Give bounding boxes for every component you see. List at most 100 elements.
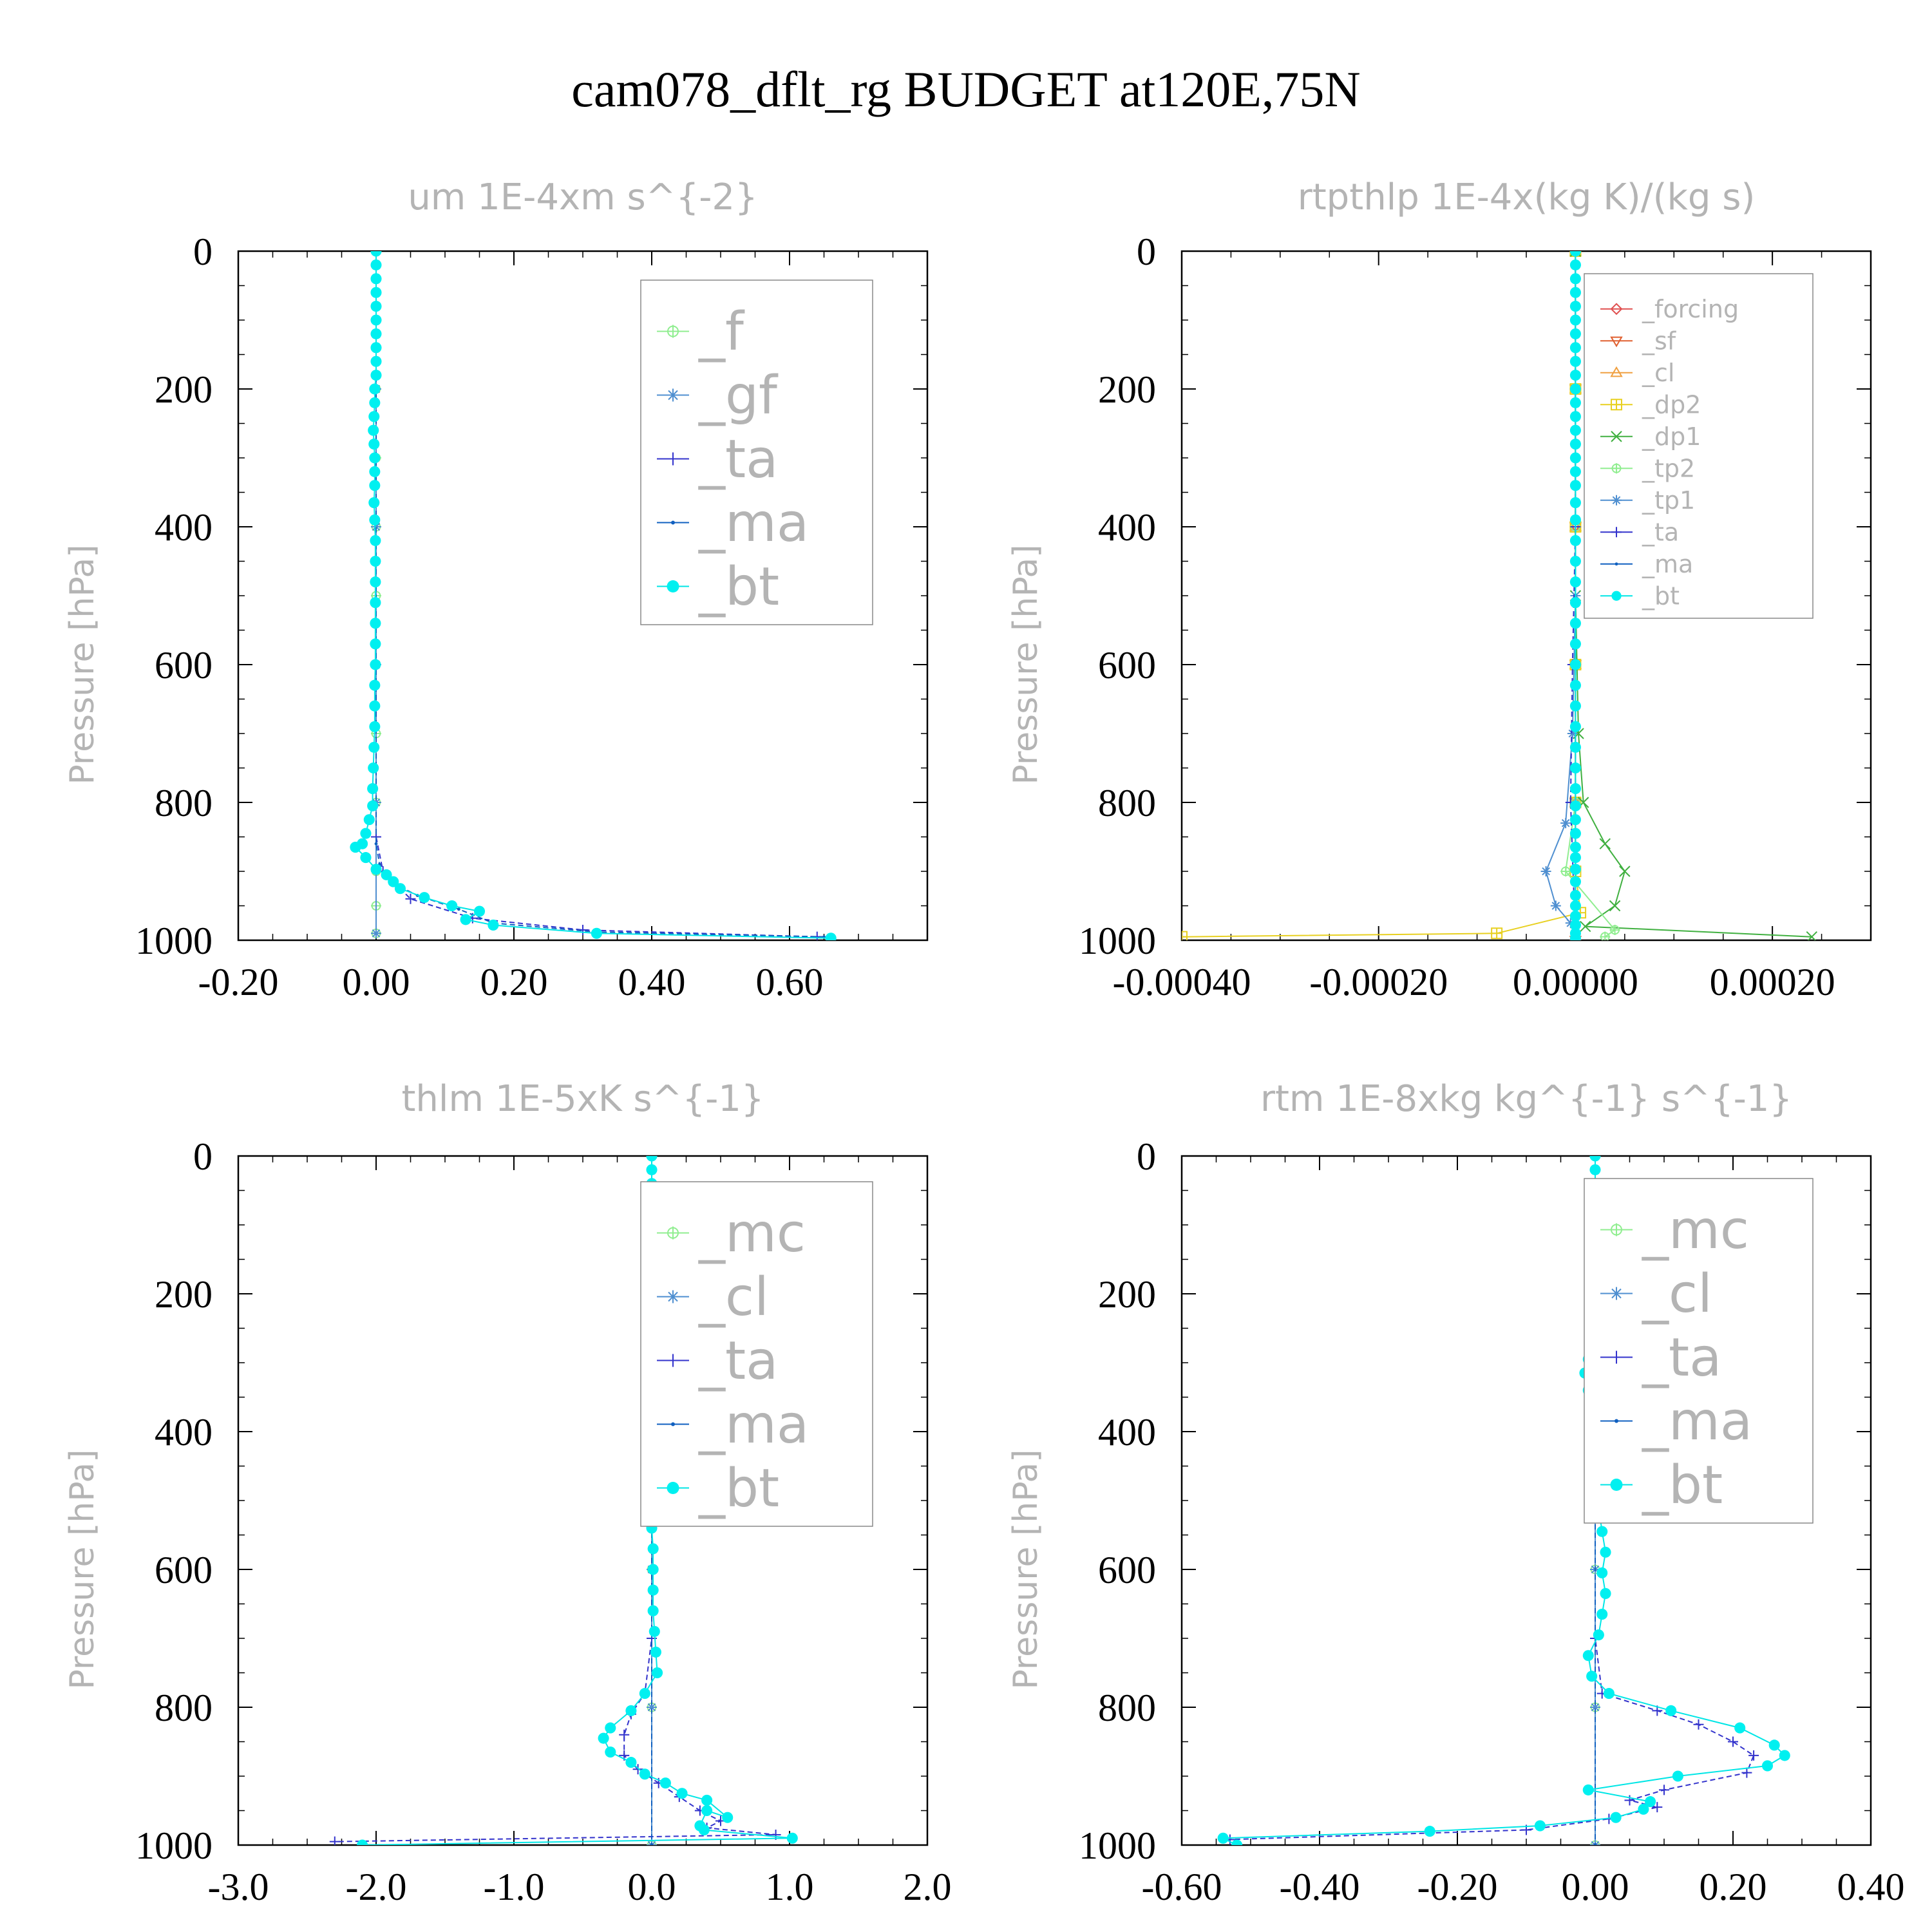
legend-marker-tp2 [1611,463,1622,474]
series-tp2-point [1560,866,1571,876]
series-tp1-point [1550,900,1561,911]
series-bt-point [1596,1526,1608,1537]
legend-box [640,1181,873,1527]
series-bt-point [1586,1671,1598,1682]
legend-marker-cl [667,1290,679,1303]
series-bt-point [370,342,382,354]
series-ta-point [1728,1736,1738,1747]
series-bt-point [1779,1750,1790,1761]
legend-marker-ta [667,452,679,466]
series-bt-point [370,355,382,367]
series-bt-point [1569,721,1581,732]
series-bt-point [369,700,381,712]
series-bt-point [1424,1826,1435,1837]
legend: _mc_cl_ta_ma_bt [1584,1178,1814,1524]
legend-marker-dp2 [1611,399,1622,411]
legend-marker-f [667,325,679,338]
legend-marker-mc [1610,1223,1623,1236]
y-tick-label: 0 [1137,231,1156,273]
legend-label-bt: _bt [1642,582,1680,611]
series-bt-point [1569,439,1581,450]
series-ta-point [405,893,416,904]
panel-title: rtm 1E-8xkg kg^{-1} s^{-1} [1260,1078,1792,1120]
series-bt-markers [350,251,837,940]
x-tick-label: 2.0 [904,1866,952,1908]
x-tick-label: 0.00 [343,961,410,1003]
series-bt-point [360,852,372,864]
series-cl-point [1590,1702,1600,1712]
legend-label-bt: _bt [698,556,779,618]
y-tick-label: 1000 [1079,920,1156,962]
series-bt-point [605,1747,616,1758]
series-bt-point [369,383,381,395]
series-dp2-point [1491,927,1503,940]
series-bt-point [1231,1839,1243,1845]
legend-marker-ta [667,1354,679,1367]
series-ma-point [374,842,378,846]
series-bt-point [1569,659,1581,670]
series-bt-point [1569,273,1581,285]
series-bt-point [1600,1587,1611,1599]
panel-title: rtpthlp 1E-4x(kg K)/(kg s) [1298,176,1756,218]
y-tick-label: 800 [155,1687,213,1729]
series-bt-point [1569,370,1581,381]
series-bt-point [1569,452,1581,464]
legend-label-mc: _mc [698,1203,806,1264]
series-bt-point [473,905,486,917]
x-tick-label: 0.20 [480,961,548,1003]
x-tick-label: 0.20 [1700,1866,1767,1908]
series-bt-point [381,869,392,880]
series-bt-point [1672,1770,1683,1782]
series-bt-point [370,659,381,670]
series-bt-point [369,721,381,732]
x-tick-label: -0.20 [198,961,279,1003]
legend-label-sf: _sf [1642,327,1677,355]
series-bt-point [369,679,381,691]
legend-label-tp1: _tp1 [1642,486,1695,515]
x-tick-label: -0.60 [1142,1866,1222,1908]
series-tp1-point [1567,728,1578,739]
legend-label-ta: _ta [1642,1327,1721,1388]
legend: _forcing _sf _cl _dp2 _dp1 _tp2 _tp1 _ta _ma _bt [1584,273,1814,619]
series-bt-point [370,301,382,312]
series-dp1-point [1580,920,1591,933]
y-tick-label: 200 [1098,1273,1156,1316]
series-bt-point [1596,1609,1608,1620]
legend-marker-ma [1615,1419,1618,1423]
y-tick-label: 200 [155,368,213,411]
y-tick-label: 0 [193,231,213,273]
y-tick-label: 400 [1098,1411,1156,1454]
x-tick-label: 0.00020 [1710,961,1835,1003]
series-bt-point [370,314,382,326]
panel-1: um 1E-4xm s^{-2} Pressure [hPa] -0.20 0.00 0… [63,176,929,1003]
series-bt-point [1569,480,1581,491]
legend-label-ma: _ma [1642,1391,1752,1452]
series-bt-point [722,1812,734,1823]
series-bt-point [1217,1832,1229,1844]
series-bt-point [370,535,381,546]
series-bt-point [1582,1784,1594,1795]
series-bt-point [1569,679,1581,691]
series-bt-point [639,1768,650,1780]
y-axis-label: Pressure [hPa] [63,545,102,785]
series-bt-point [1569,555,1581,567]
series-bt-point [676,1788,688,1799]
series-bt-point [701,1804,713,1817]
series-tp1-point [1540,866,1551,876]
series-bt-point [646,1164,658,1175]
series-bt-point [1569,919,1581,931]
series-bt-point [1569,597,1581,609]
series-ta-point [619,1729,630,1740]
series-bt-point [650,1646,661,1658]
y-tick-label: 200 [1098,368,1156,411]
series-bt-point [1569,259,1581,270]
series-dp1-point [1806,931,1817,940]
series-bt-point [369,397,381,408]
y-tick-label: 800 [1098,782,1156,824]
series-bt-point [370,555,381,567]
series-bt-point [1569,852,1581,864]
legend-marker-bt [667,580,679,592]
legend-marker-ta [1611,527,1622,538]
series-dp2-line [1182,251,1582,938]
series-dp1-point [1599,838,1611,849]
